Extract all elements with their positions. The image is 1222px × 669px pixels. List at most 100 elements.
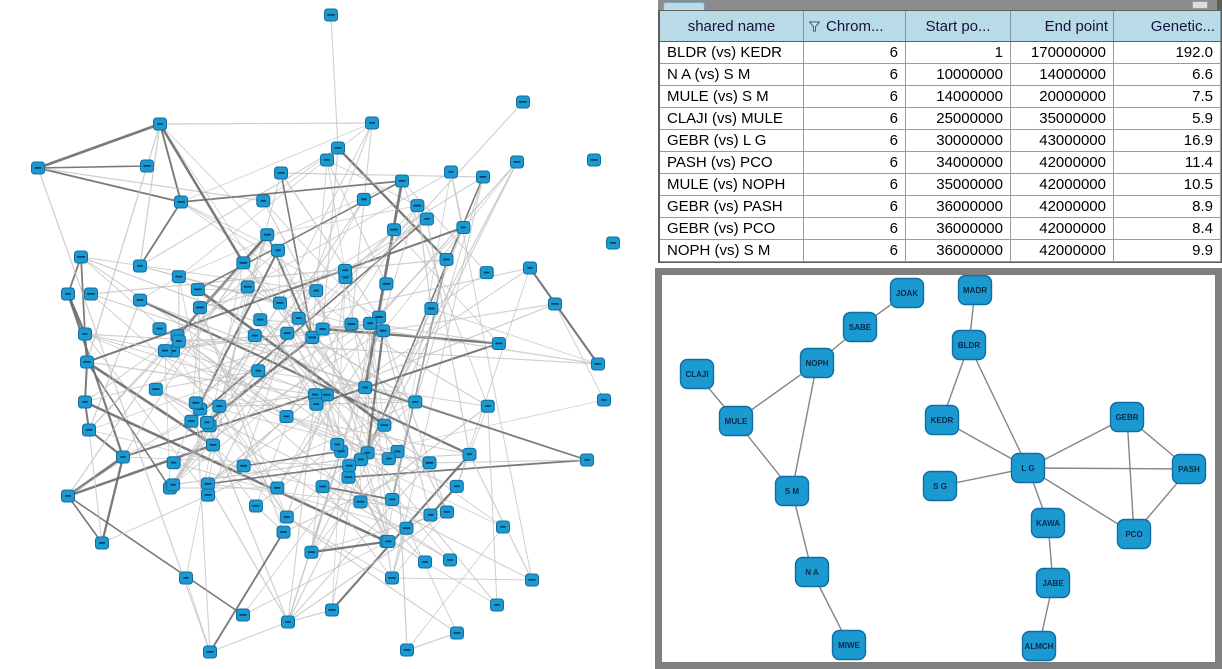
network-edge[interactable]	[242, 262, 390, 460]
network-edge[interactable]	[84, 361, 88, 403]
network-edge[interactable]	[406, 526, 504, 651]
network-node[interactable]	[61, 287, 75, 301]
network-node[interactable]	[479, 266, 494, 280]
network-node[interactable]	[74, 250, 88, 264]
node-KAWA[interactable]: KAWA	[1030, 507, 1066, 539]
network-edge[interactable]	[37, 167, 182, 203]
network-edge[interactable]	[199, 269, 346, 309]
network-edge[interactable]	[172, 425, 211, 486]
network-node[interactable]	[153, 117, 167, 131]
network-node[interactable]	[418, 555, 432, 569]
network-node[interactable]	[331, 141, 345, 155]
network-node[interactable]	[166, 456, 181, 470]
network-edge[interactable]	[155, 234, 268, 390]
network-node[interactable]	[462, 447, 477, 461]
network-node[interactable]	[174, 195, 188, 209]
network-node[interactable]	[548, 297, 562, 311]
network-node[interactable]	[408, 395, 423, 409]
table-tab[interactable]	[663, 2, 705, 10]
network-edge[interactable]	[456, 406, 489, 487]
network-edge[interactable]	[286, 416, 430, 464]
network-node[interactable]	[253, 313, 268, 327]
network-edge[interactable]	[67, 335, 178, 497]
network-node[interactable]	[248, 499, 263, 513]
network-node[interactable]	[325, 603, 339, 617]
network-edge[interactable]	[159, 123, 182, 203]
node-SG[interactable]: S G	[922, 470, 958, 502]
network-node[interactable]	[305, 331, 320, 345]
network-edge[interactable]	[155, 370, 259, 390]
network-edge[interactable]	[178, 276, 281, 304]
network-edge[interactable]	[173, 462, 407, 529]
network-edge[interactable]	[37, 167, 264, 202]
network-edge[interactable]	[207, 332, 288, 496]
network-edge[interactable]	[84, 322, 371, 403]
network-node[interactable]	[200, 477, 215, 491]
network-edge[interactable]	[369, 322, 499, 345]
network-node[interactable]	[236, 459, 251, 473]
network-node[interactable]	[320, 153, 334, 167]
network-node[interactable]	[510, 155, 524, 169]
network-edge[interactable]	[37, 165, 148, 169]
network-edge[interactable]	[84, 333, 166, 352]
network-node[interactable]	[309, 397, 324, 411]
network-edge[interactable]	[286, 415, 470, 455]
network-edge[interactable]	[378, 161, 518, 318]
network-node[interactable]	[201, 488, 216, 502]
network-edge[interactable]	[378, 316, 448, 513]
network-node[interactable]	[379, 277, 394, 291]
network-node[interactable]	[587, 153, 601, 167]
edge-LG-PCO[interactable]	[1027, 467, 1135, 535]
network-node[interactable]	[80, 355, 94, 369]
network-edge[interactable]	[360, 405, 489, 503]
table-row[interactable]: N A (vs) S M 6 10000000 14000000 6.6	[660, 64, 1221, 86]
network-edge[interactable]	[326, 159, 389, 542]
table-row[interactable]: CLAJI (vs) MULE 6 25000000 35000000 5.9	[660, 108, 1221, 130]
network-node[interactable]	[247, 329, 262, 343]
network-edge[interactable]	[80, 256, 317, 292]
network-edge[interactable]	[529, 267, 599, 365]
network-node[interactable]	[304, 545, 319, 559]
network-node[interactable]	[203, 645, 217, 659]
network-edge[interactable]	[122, 262, 244, 458]
network-node[interactable]	[166, 478, 181, 492]
network-node[interactable]	[251, 364, 266, 378]
network-node[interactable]	[365, 116, 379, 130]
filter-icon[interactable]	[809, 21, 820, 32]
node-NA[interactable]: N A	[794, 556, 830, 588]
node-MADR[interactable]: MADR	[957, 275, 993, 306]
network-edge[interactable]	[322, 486, 451, 561]
network-edge[interactable]	[80, 256, 288, 334]
network-node[interactable]	[188, 396, 203, 410]
node-CLAJI[interactable]: CLAJI	[679, 358, 715, 390]
network-edge[interactable]	[331, 451, 342, 611]
network-edge[interactable]	[322, 327, 499, 345]
network-node[interactable]	[410, 199, 425, 213]
network-edge[interactable]	[164, 350, 287, 417]
network-node[interactable]	[199, 415, 214, 429]
network-edge[interactable]	[311, 337, 398, 452]
network-edge[interactable]	[262, 200, 384, 332]
network-node[interactable]	[456, 220, 471, 234]
network-edge[interactable]	[310, 277, 346, 553]
network-edge[interactable]	[199, 307, 285, 533]
network-edge[interactable]	[155, 388, 533, 581]
network-node[interactable]	[236, 608, 250, 622]
network-edge[interactable]	[336, 277, 346, 445]
network-node[interactable]	[95, 536, 109, 550]
network-edge[interactable]	[172, 350, 327, 396]
network-edge[interactable]	[322, 485, 393, 501]
node-MULE[interactable]: MULE	[718, 405, 754, 437]
network-edge[interactable]	[139, 201, 182, 267]
node-KEDR[interactable]: KEDR	[924, 404, 960, 436]
network-node[interactable]	[61, 489, 75, 503]
network-edge[interactable]	[310, 161, 518, 553]
column-header-end-point[interactable]: End point	[1011, 11, 1114, 41]
network-edge[interactable]	[468, 454, 533, 581]
network-edge[interactable]	[172, 316, 380, 486]
network-edge[interactable]	[287, 462, 430, 623]
network-node[interactable]	[363, 316, 378, 330]
network-edge[interactable]	[279, 122, 373, 304]
network-edge[interactable]	[487, 406, 498, 606]
network-node[interactable]	[276, 525, 291, 539]
